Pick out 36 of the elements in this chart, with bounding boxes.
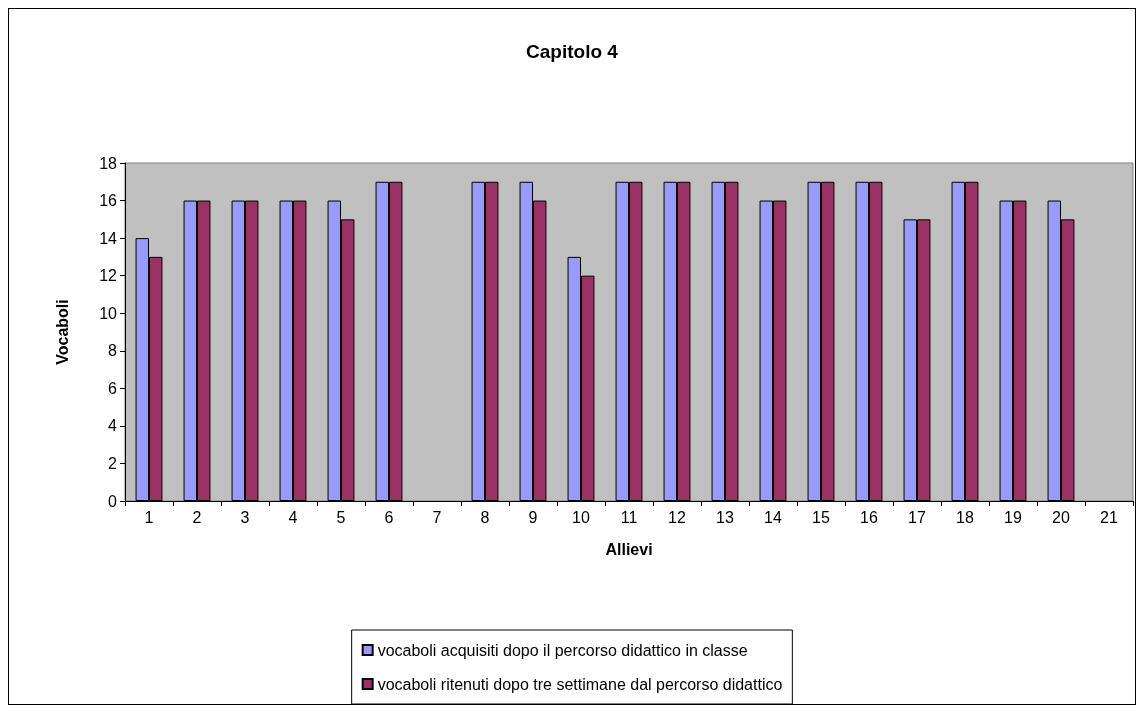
y-tick-label: 18	[99, 154, 118, 172]
y-tick-label: 0	[108, 492, 118, 510]
x-tick-label: 17	[908, 508, 926, 526]
x-tick-label: 18	[956, 508, 974, 526]
x-tick-label: 19	[1004, 508, 1022, 526]
x-tick-label: 9	[528, 508, 538, 526]
x-tick-label: 12	[668, 508, 686, 526]
y-tick-label: 6	[108, 379, 118, 397]
chart-title: Capitolo 4	[526, 41, 619, 62]
legend-label: vocaboli ritenuti dopo tre settimane dal percorso didattico	[377, 675, 783, 693]
x-axis-title: Allievi	[605, 540, 653, 558]
x-tick-label: 5	[336, 508, 346, 526]
y-tick-label: 2	[108, 454, 118, 472]
x-tick-label: 20	[1052, 508, 1070, 526]
x-tick-label: 10	[572, 508, 590, 526]
x-tick-label: 14	[764, 508, 782, 526]
y-tick-label: 16	[99, 192, 118, 210]
y-tick-label: 14	[99, 229, 118, 247]
x-tick-label: 7	[432, 508, 442, 526]
x-tick-label: 15	[812, 508, 830, 526]
y-axis-title: Vocaboli	[53, 299, 71, 365]
y-tick-label: 12	[99, 267, 118, 285]
y-tick-label: 10	[99, 304, 118, 322]
x-tick-label: 1	[144, 508, 154, 526]
x-tick-label: 13	[716, 508, 734, 526]
x-tick-label: 6	[384, 508, 394, 526]
x-tick-label: 3	[240, 508, 250, 526]
legend-label: vocaboli acquisiti dopo il percorso didattico in classe	[377, 641, 748, 659]
x-tick-label: 21	[1100, 508, 1118, 526]
x-tick-label: 16	[860, 508, 878, 526]
x-tick-label: 2	[192, 508, 202, 526]
x-tick-label: 8	[480, 508, 490, 526]
y-tick-label: 4	[108, 417, 118, 435]
x-tick-label: 11	[620, 508, 638, 526]
y-tick-label: 8	[108, 342, 118, 360]
x-tick-label: 4	[288, 508, 298, 526]
